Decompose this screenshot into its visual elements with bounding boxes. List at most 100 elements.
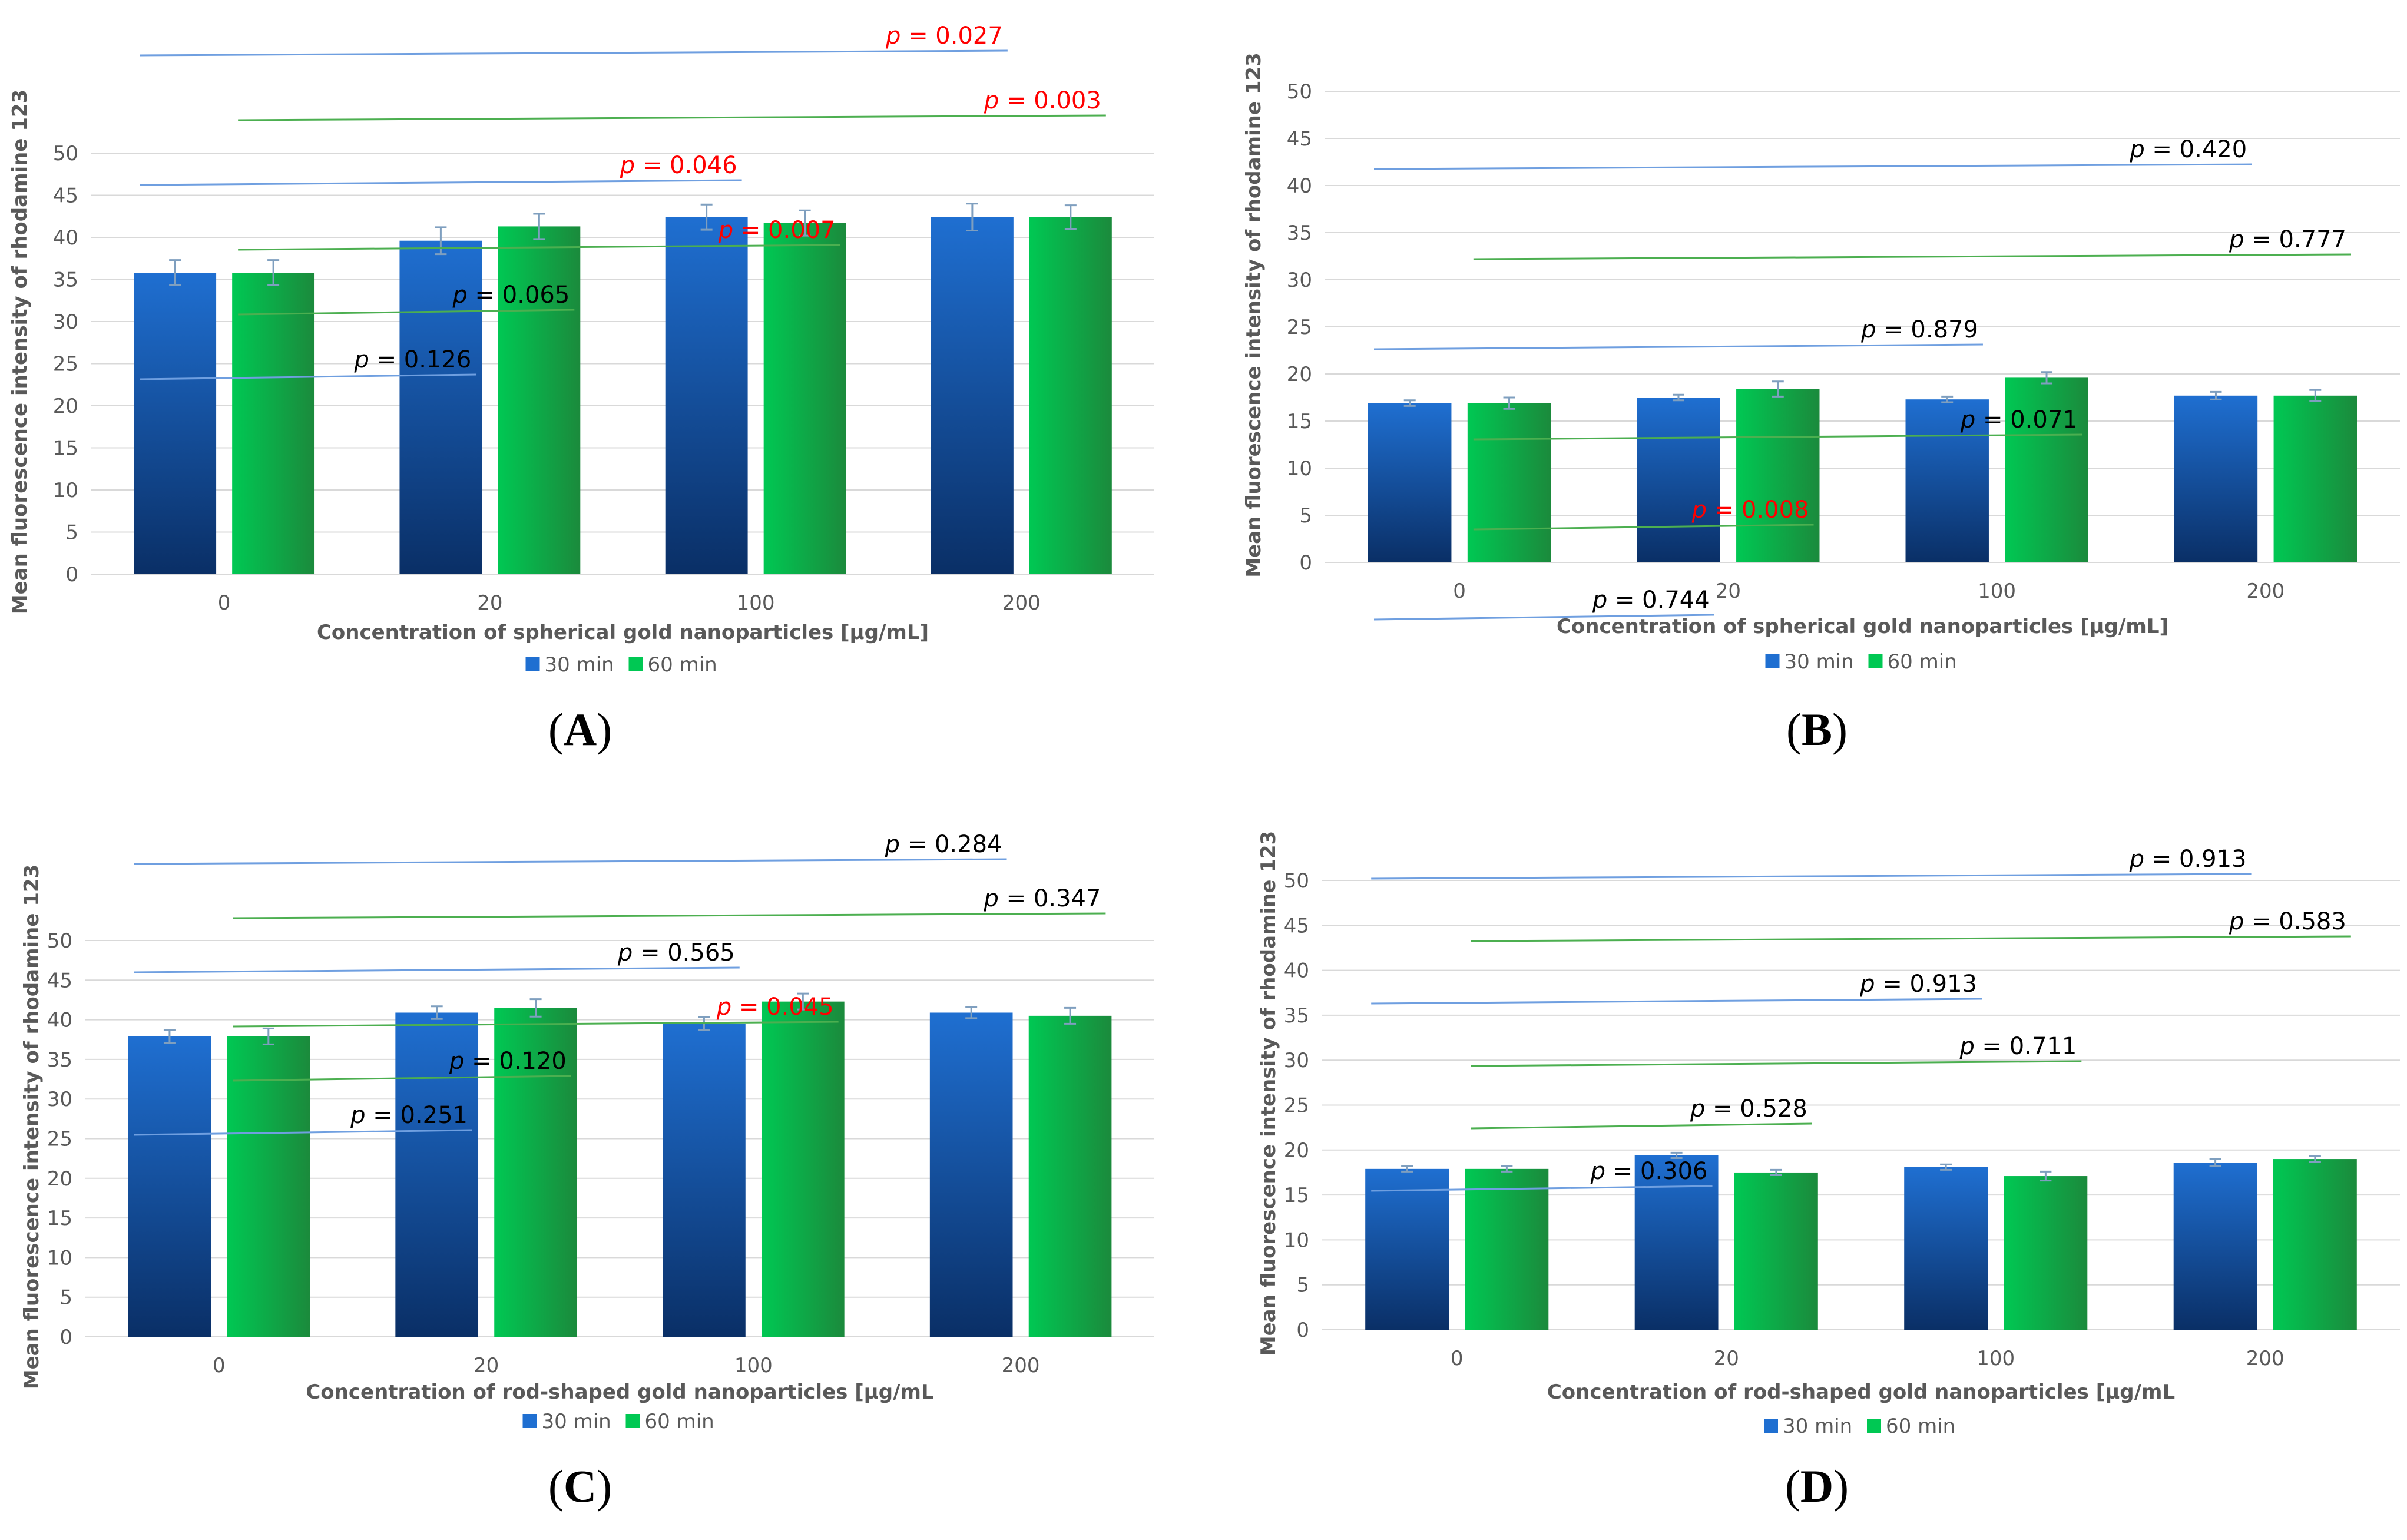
bar-30min-100 <box>1904 1167 1988 1330</box>
p-value-label: p = 0.046 <box>620 152 737 179</box>
y-tick-label: 25 <box>1284 1094 1309 1118</box>
significance-bracket <box>134 966 740 973</box>
bar-60min-200 <box>1029 217 1112 574</box>
bar-60min-100 <box>2005 377 2088 562</box>
y-tick-label: 15 <box>1287 410 1312 433</box>
p-value-label: p = 0.565 <box>617 939 735 966</box>
bar-30min-20 <box>1637 398 1720 562</box>
chart-panel-b: 0 5 10 15 20 25 30 35 40 45 50 Mean fluorescence in… <box>1242 52 2400 755</box>
p-value-label: p = 0.528 <box>1690 1095 1807 1122</box>
p-value-label: p = 0.027 <box>885 22 1003 49</box>
p-value-label: p = 0.711 <box>1959 1033 2077 1060</box>
legend-label: 60 min <box>648 653 717 677</box>
y-tick-label: 35 <box>53 269 78 292</box>
p-value-label: p = 0.420 <box>2129 136 2247 163</box>
y-axis-title: Mean fluorescence intensity of rhodamine… <box>1242 52 1266 577</box>
legend-swatch-30min <box>522 1414 537 1428</box>
legend-label: 30 min <box>1784 650 1854 674</box>
x-tick-label: 200 <box>2246 579 2285 603</box>
significance-bracket <box>1473 524 1814 531</box>
legend-swatch-30min <box>1765 654 1780 668</box>
bar-60min-200 <box>2273 395 2357 562</box>
legend-label: 60 min <box>645 1410 714 1433</box>
bar-30min-200 <box>929 1012 1013 1337</box>
significance-bracket <box>238 244 840 251</box>
y-tick-label: 10 <box>53 479 78 502</box>
y-axis-title: Mean fluorescence intensity of rhodamine… <box>1257 831 1280 1356</box>
bar-30min-0 <box>134 273 217 574</box>
y-tick-label: 25 <box>1287 316 1312 339</box>
p-value-label: p = 0.913 <box>1859 971 1977 998</box>
bar-30min-0 <box>1365 1168 1449 1330</box>
significance-bracket <box>1373 614 1714 621</box>
significance-bracket <box>134 858 1007 865</box>
bar-60min-100 <box>2004 1176 2088 1330</box>
y-tick-label: 40 <box>53 226 78 250</box>
chart-panel-a: 0 5 10 15 20 25 30 35 40 45 50 Mean fluorescence in… <box>8 22 1154 755</box>
x-tick-label: 20 <box>474 1354 499 1377</box>
bar-30min-0 <box>1368 403 1452 562</box>
x-axis-title: Concentration of rod-shaped gold nanopar… <box>306 1380 933 1404</box>
y-tick-label: 20 <box>1284 1139 1309 1163</box>
bar-60min-0 <box>227 1036 310 1337</box>
legend-swatch-60min <box>625 1414 640 1428</box>
y-tick-label: 50 <box>1287 80 1312 104</box>
y-tick-label: 30 <box>1287 269 1312 292</box>
bar-30min-100 <box>1905 399 1989 562</box>
y-tick-label: 5 <box>59 1286 72 1310</box>
significance-bracket <box>140 49 1008 57</box>
p-value-label: p = 0.071 <box>1960 406 2078 433</box>
y-tick-label: 30 <box>53 310 78 334</box>
p-value-label: p = 0.003 <box>984 87 1101 114</box>
x-tick-label: 100 <box>734 1354 773 1377</box>
y-tick-label: 0 <box>59 1326 72 1349</box>
y-tick-label: 15 <box>1284 1184 1309 1207</box>
legend-swatch-30min <box>525 657 540 671</box>
y-tick-label: 10 <box>1284 1228 1309 1252</box>
p-value-label: p = 0.065 <box>452 281 570 309</box>
y-tick-label: 15 <box>47 1207 72 1230</box>
significance-bracket <box>134 1129 473 1136</box>
p-value-label: p = 0.126 <box>353 346 471 373</box>
bar-30min-20 <box>395 1012 479 1337</box>
x-tick-label: 0 <box>1453 579 1466 603</box>
panel-label: (A) <box>548 704 612 755</box>
x-tick-label: 20 <box>1714 1347 1739 1370</box>
y-tick-label: 35 <box>47 1048 72 1072</box>
y-tick-label: 45 <box>47 969 72 992</box>
bar-60min-200 <box>1028 1015 1112 1337</box>
y-tick-label: 20 <box>53 395 78 418</box>
legend-label: 30 min <box>542 1410 611 1433</box>
significance-bracket <box>140 179 742 186</box>
legend: 30 min 60 min <box>525 653 717 677</box>
bar-60min-20 <box>494 1008 577 1337</box>
y-tick-label: 10 <box>47 1246 72 1270</box>
x-tick-label: 0 <box>218 591 231 615</box>
bar-60min-0 <box>1465 1168 1549 1330</box>
legend-swatch-30min <box>1764 1419 1778 1433</box>
bar-30min-100 <box>663 1024 746 1337</box>
significance-bracket <box>233 912 1106 919</box>
significance-bracket <box>233 1075 571 1082</box>
legend-swatch-60min <box>1868 654 1883 668</box>
y-tick-label: 5 <box>1299 504 1312 528</box>
significance-bracket <box>238 309 575 316</box>
p-value-label: p = 0.879 <box>1860 316 1978 343</box>
x-tick-label: 200 <box>1002 591 1041 615</box>
legend: 30 min 60 min <box>1764 1415 1955 1438</box>
x-axis-title: Concentration of spherical gold nanopart… <box>1557 615 2168 638</box>
x-tick-label: 20 <box>477 591 502 615</box>
y-tick-label: 25 <box>53 353 78 376</box>
legend: 30 min 60 min <box>522 1410 714 1433</box>
legend-swatch-60min <box>1867 1419 1881 1433</box>
significance-bracket <box>1371 873 2252 880</box>
y-tick-label: 50 <box>53 142 78 165</box>
p-value-label: p = 0.777 <box>2229 226 2346 253</box>
y-tick-label: 35 <box>1284 1004 1309 1028</box>
p-value-label: p = 0.007 <box>718 217 836 244</box>
p-value-label: p = 0.251 <box>350 1102 468 1129</box>
p-value-label: p = 0.045 <box>716 993 834 1021</box>
y-tick-label: 50 <box>1284 869 1309 893</box>
